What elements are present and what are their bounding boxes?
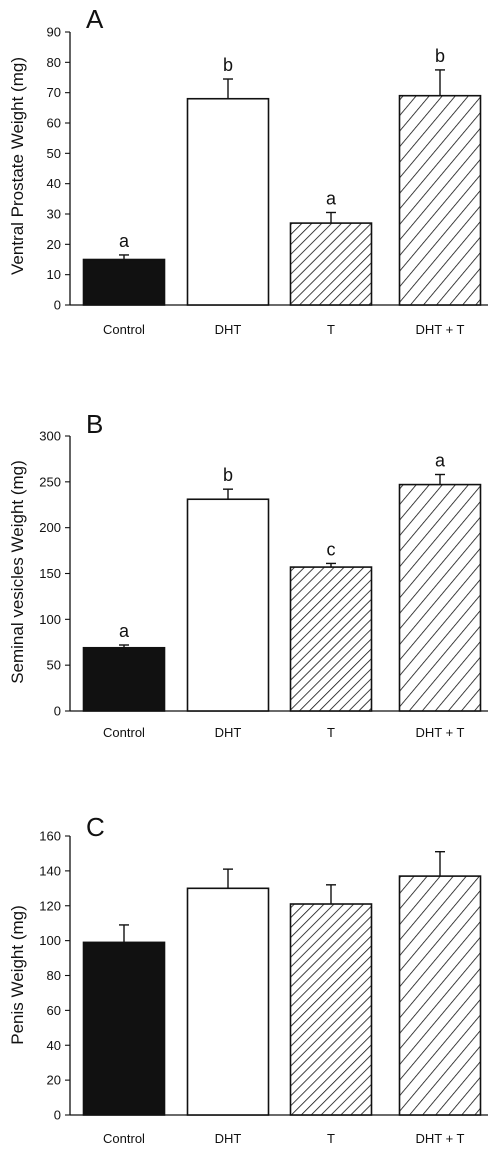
bar [82,258,166,306]
x-tick-label: Control [103,725,145,740]
x-tick-label: DHT [215,1131,242,1146]
y-tick-label: 100 [39,612,61,627]
significance-label: b [435,46,445,66]
bar [289,566,373,712]
axes-c: 0 20 40 60 80 100 120 140 160 Control DHT T DHT + T [39,829,488,1146]
y-tick-label: 0 [54,1108,61,1123]
x-tick-label: T [327,322,335,337]
x-tick-label: DHT + T [415,725,464,740]
y-tick-label: 60 [47,116,61,131]
axes-b: 0 50 100 150 200 250 300 a Control b DHT c Ta DHT + T [39,429,488,740]
y-tick-label: 20 [47,237,61,252]
x-tick-label: DHT [215,725,242,740]
y-tick-label: 60 [47,1003,61,1018]
y-tick-label: 80 [47,55,61,70]
y-tick-label: 50 [47,658,61,673]
y-tick-label: 30 [47,207,61,222]
y-tick-label: 40 [47,1038,61,1053]
y-tick-label: 100 [39,933,61,948]
axes-a: 0 10 20 30 40 50 60 70 80 90 a Control b DHT a Tb DHT + … [47,25,488,337]
panel-a: A Ventral Prostate Weight (mg) 0 10 20 30 40… [8,4,488,337]
significance-label: b [223,55,233,75]
y-axis-label-a: Ventral Prostate Weight (mg) [8,57,27,275]
y-tick-label: 20 [47,1073,61,1088]
x-tick-label: T [327,725,335,740]
y-tick-label: 150 [39,566,61,581]
x-tick-label: Control [103,1131,145,1146]
significance-label: a [119,621,130,641]
x-tick-label: T [327,1131,335,1146]
significance-label: b [223,465,233,485]
bar [398,94,482,306]
panel-c: C Penis Weight (mg) 0 20 40 60 80 100 120 140 16… [8,812,488,1146]
y-axis-label-c: Penis Weight (mg) [8,905,27,1045]
bar [289,903,373,1116]
bar [186,887,270,1116]
bar [289,222,373,306]
panel-label-c: C [86,812,105,842]
y-tick-label: 140 [39,863,61,878]
significance-label: c [327,539,336,559]
significance-label: a [119,231,130,251]
y-tick-label: 90 [47,25,61,40]
bar [186,498,270,712]
y-tick-label: 160 [39,829,61,844]
panel-label-b: B [86,409,103,439]
y-tick-label: 80 [47,968,61,983]
x-tick-label: DHT + T [415,322,464,337]
significance-label: a [435,451,446,471]
bar [82,941,166,1116]
y-tick-label: 70 [47,85,61,100]
bar [82,646,166,712]
bar [398,875,482,1116]
x-tick-label: DHT [215,322,242,337]
bar [186,97,270,306]
y-tick-label: 0 [54,704,61,719]
x-tick-label: DHT + T [415,1131,464,1146]
y-tick-label: 250 [39,474,61,489]
y-tick-label: 0 [54,298,61,313]
y-tick-label: 50 [47,146,61,161]
y-tick-label: 300 [39,429,61,444]
x-tick-label: Control [103,322,145,337]
y-tick-label: 120 [39,898,61,913]
y-tick-label: 200 [39,520,61,535]
y-axis-label-b: Seminal vesicles Weight (mg) [8,460,27,684]
y-tick-label: 40 [47,176,61,191]
panel-label-a: A [86,4,104,34]
significance-label: a [326,188,337,208]
y-tick-label: 10 [47,267,61,282]
bar [398,483,482,712]
panel-b: B Seminal vesicles Weight (mg) 0 50 100 150… [8,409,488,740]
